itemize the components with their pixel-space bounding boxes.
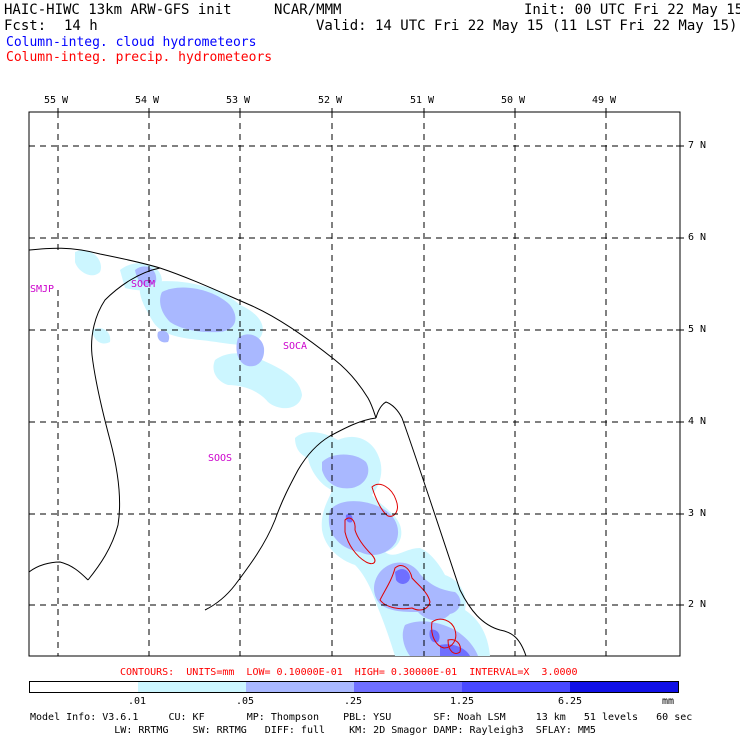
legend-swatch	[354, 682, 462, 692]
precip-contours	[344, 483, 461, 654]
lon-label: 54 W	[135, 95, 160, 106]
cloud-shading-medium	[135, 266, 478, 656]
valid-time: Valid: 14 UTC Fri 22 May 15 (11 LST Fri …	[316, 18, 738, 34]
lat-label: 3 N	[688, 508, 707, 519]
contours-info: CONTOURS: UNITS=mm LOW= 0.10000E-01 HIGH…	[120, 667, 578, 678]
lon-label: 51 W	[410, 95, 435, 106]
legend-tick: 1.25	[450, 696, 475, 707]
lon-label: 50 W	[501, 95, 526, 106]
legend-swatch	[570, 682, 678, 692]
lat-label: 4 N	[688, 416, 707, 427]
tick-marks	[57, 108, 684, 606]
station-label: SOCA	[283, 341, 308, 352]
legend-unit: mm	[662, 696, 675, 707]
lat-label: 2 N	[688, 599, 707, 610]
coastline	[28, 247, 527, 657]
legend-swatch	[30, 682, 138, 692]
lat-label: 5 N	[688, 324, 707, 335]
field-label-cloud: Column-integ. cloud hydrometeors	[6, 35, 257, 50]
graticule	[29, 112, 680, 656]
init-time: Init: 00 UTC Fri 22 May 15	[524, 2, 740, 18]
color-legend	[29, 681, 679, 693]
station-label: SOCM	[131, 279, 156, 290]
org-label: NCAR/MMM	[274, 2, 342, 18]
legend-swatch	[138, 682, 246, 692]
lon-label: 49 W	[592, 95, 617, 106]
fcst-value: 14 h	[64, 18, 98, 34]
model-title: HAIC-HIWC 13km ARW-GFS init	[4, 2, 232, 18]
lat-label: 7 N	[688, 140, 707, 151]
lon-label: 53 W	[226, 95, 251, 106]
legend-tick: .05	[236, 696, 255, 707]
legend-swatch	[462, 682, 570, 692]
station-label: SOOS	[208, 453, 233, 464]
legend-tick: 6.25	[558, 696, 583, 707]
fcst-label: Fcst:	[4, 18, 47, 34]
lon-label: 52 W	[318, 95, 343, 106]
map-frame	[28, 111, 681, 657]
model-info-line2: LW: RRTMG SW: RRTMG DIFF: full KM: 2D Sm…	[30, 725, 596, 736]
lat-label: 6 N	[688, 232, 707, 243]
legend-tick: .25	[344, 696, 363, 707]
station-label: SMJP	[30, 284, 55, 295]
lon-label: 55 W	[44, 95, 69, 106]
model-info-line1: Model Info: V3.6.1 CU: KF MP: Thompson P…	[30, 712, 693, 723]
legend-tick: .01	[128, 696, 147, 707]
field-label-precip: Column-integ. precip. hydrometeors	[6, 50, 273, 65]
legend-swatch	[246, 682, 354, 692]
